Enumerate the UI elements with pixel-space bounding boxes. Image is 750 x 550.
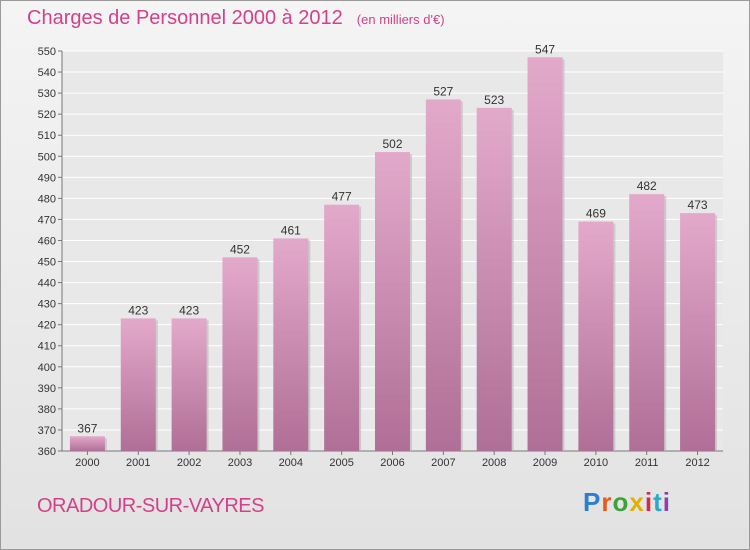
bar: [222, 257, 258, 451]
bar: [629, 194, 665, 451]
x-tick-label: 2009: [533, 457, 557, 469]
x-tick-label: 2002: [177, 457, 201, 469]
chart-title: Charges de Personnel 2000 à 2012 (en mill…: [27, 7, 445, 30]
y-tick-label: 450: [38, 257, 56, 269]
x-tick-label: 2003: [228, 457, 252, 469]
bar: [69, 436, 105, 451]
y-tick-label: 470: [38, 214, 56, 226]
y-tick-label: 500: [38, 151, 56, 163]
x-tick-label: 2011: [635, 457, 659, 469]
y-tick-label: 410: [38, 341, 56, 353]
logo-letter: i: [644, 487, 654, 517]
logo-letter: P: [583, 487, 602, 517]
data-label: 502: [382, 137, 402, 151]
logo-letter: x: [629, 487, 645, 517]
y-tick-label: 490: [38, 172, 56, 184]
bar: [273, 238, 309, 451]
y-tick-label: 400: [38, 362, 56, 374]
bar: [578, 221, 614, 451]
data-label: 523: [484, 93, 504, 107]
logo-letter: i: [662, 487, 671, 517]
y-tick-label: 360: [38, 446, 56, 458]
x-tick-label: 2010: [584, 457, 608, 469]
y-tick-label: 420: [38, 320, 56, 332]
city-name: ORADOUR-SUR-VAYRES: [37, 495, 264, 517]
y-tick-label: 440: [38, 278, 56, 290]
bar: [476, 107, 512, 451]
data-label: 473: [688, 198, 708, 212]
bar: [324, 204, 360, 451]
x-tick-label: 2005: [329, 457, 353, 469]
unit-label: (en milliers d'€): [356, 12, 445, 27]
x-tick-label: 2006: [380, 457, 404, 469]
y-tick-label: 530: [38, 88, 56, 100]
data-label: 452: [230, 242, 250, 256]
x-tick-label: 2008: [482, 457, 506, 469]
x-tick-label: 2012: [685, 457, 709, 469]
bar: [425, 99, 461, 451]
y-tick-label: 460: [38, 235, 56, 247]
x-tick-label: 2001: [126, 457, 150, 469]
logo-letter: r: [601, 487, 613, 517]
y-tick-label: 480: [38, 193, 56, 205]
y-tick-label: 370: [38, 425, 56, 437]
x-tick-label: 2004: [279, 457, 303, 469]
y-tick-label: 540: [38, 67, 56, 79]
data-label: 423: [128, 303, 148, 317]
data-label: 477: [332, 190, 352, 204]
data-label: 461: [281, 223, 301, 237]
title-text: Charges de Personnel 2000 à 2012: [27, 7, 343, 29]
x-tick-label: 2000: [75, 457, 99, 469]
logo-letter: t: [653, 487, 663, 517]
data-label: 527: [433, 84, 453, 98]
data-label: 547: [535, 42, 555, 56]
bar: [680, 213, 716, 451]
y-tick-label: 510: [38, 130, 56, 142]
y-tick-label: 390: [38, 383, 56, 395]
bar: [120, 318, 156, 451]
bar: [527, 57, 563, 451]
y-tick-label: 520: [38, 109, 56, 121]
bar: [171, 318, 207, 451]
proxiti-logo: Proxiti: [583, 487, 671, 518]
data-label: 469: [586, 207, 606, 221]
y-tick-label: 380: [38, 404, 56, 416]
x-tick-label: 2007: [431, 457, 455, 469]
y-tick-label: 430: [38, 299, 56, 311]
logo-letter: o: [612, 487, 630, 517]
data-label: 423: [179, 303, 199, 317]
y-tick-label: 550: [38, 46, 56, 58]
data-label: 482: [637, 179, 657, 193]
data-label: 367: [77, 421, 97, 435]
bar: [375, 152, 410, 452]
